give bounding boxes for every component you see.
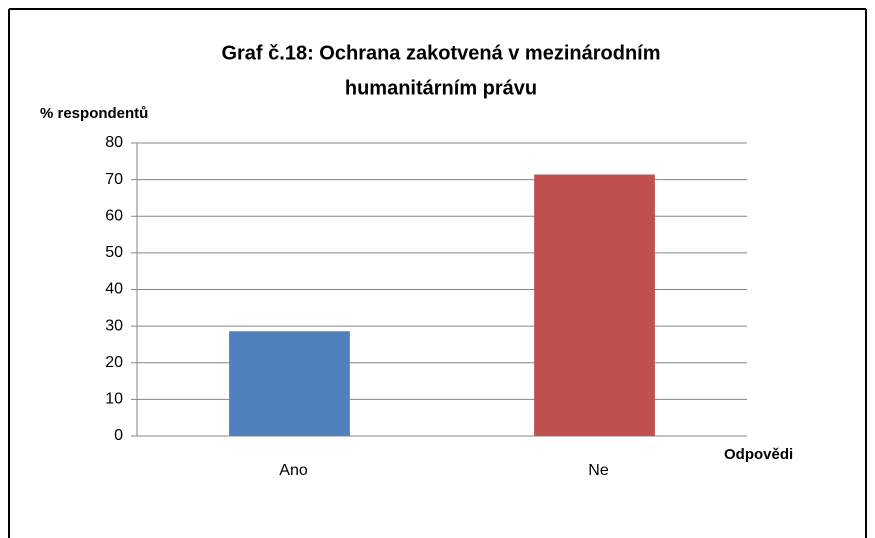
y-tick-label: 60 bbox=[105, 207, 123, 224]
y-axis-title: % respondentů bbox=[40, 105, 148, 122]
y-tick-label: 0 bbox=[114, 427, 123, 444]
y-tick-label: 80 bbox=[105, 134, 123, 151]
y-tick-label: 70 bbox=[105, 171, 123, 188]
y-tick-label: 20 bbox=[105, 354, 123, 371]
y-tick-label: 50 bbox=[105, 244, 123, 261]
x-tick-label: Ano bbox=[279, 462, 308, 479]
y-tick-label: 30 bbox=[105, 317, 123, 334]
chart-title: Graf č.18: Ochrana zakotvená v mezinárod… bbox=[221, 42, 660, 64]
bar bbox=[534, 174, 655, 436]
x-tick-label: Ne bbox=[588, 462, 609, 479]
y-tick-label: 10 bbox=[105, 391, 123, 408]
x-axis-title: Odpovědi bbox=[724, 446, 793, 463]
bar bbox=[229, 331, 350, 436]
y-tick-label: 40 bbox=[105, 281, 123, 298]
chart-title: humanitárním právu bbox=[345, 77, 537, 99]
